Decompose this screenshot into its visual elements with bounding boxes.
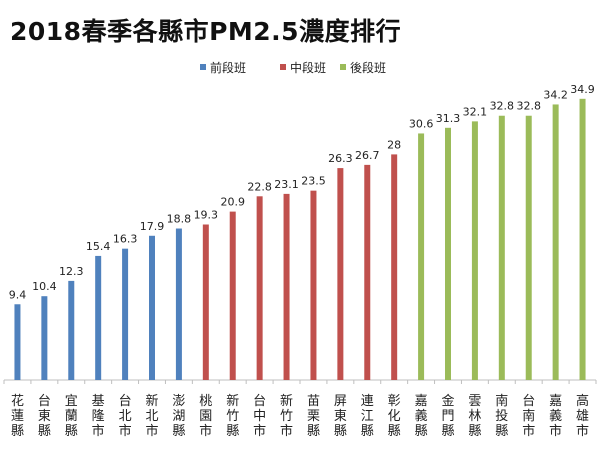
category-label-5: 台北市: [119, 394, 132, 439]
bar-22: [579, 98, 586, 380]
bar-4: [95, 255, 102, 380]
value-label-16: 30.6: [409, 117, 434, 130]
legend-swatch-2: [280, 64, 286, 70]
value-label-14: 26.7: [355, 149, 380, 162]
value-label-9: 20.9: [220, 196, 245, 209]
category-label-7: 澎湖縣: [172, 394, 185, 439]
category-label-13: 屏東縣: [334, 394, 347, 439]
bar-10: [256, 196, 263, 380]
bar-3: [68, 280, 75, 380]
value-label-4: 15.4: [86, 240, 111, 253]
category-label-12: 苗栗縣: [307, 394, 320, 439]
value-label-5: 16.3: [113, 233, 138, 246]
legend-label-2: 中段班: [290, 60, 326, 75]
value-label-18: 32.1: [463, 105, 488, 118]
value-label-15: 28: [387, 138, 401, 151]
value-label-8: 19.3: [194, 208, 219, 221]
category-label-8: 桃園市: [199, 394, 212, 439]
bar-19: [498, 115, 505, 381]
category-label-3: 宜蘭縣: [65, 394, 78, 439]
value-label-22: 34.9: [570, 83, 595, 96]
bar-18: [471, 121, 478, 380]
bar-16: [418, 133, 425, 380]
value-label-21: 34.2: [543, 88, 568, 101]
legend-label-1: 前段班: [210, 60, 246, 75]
bar-20: [525, 115, 532, 381]
bar-6: [149, 235, 155, 380]
value-label-7: 18.8: [167, 213, 192, 226]
value-label-3: 12.3: [59, 265, 84, 278]
category-label-19: 南投縣: [495, 393, 508, 439]
bar-21: [552, 104, 559, 381]
bar-5: [122, 248, 129, 380]
value-label-6: 17.9: [140, 220, 165, 233]
category-label-21: 嘉義市: [549, 394, 562, 439]
value-label-20: 32.8: [516, 100, 541, 113]
value-label-12: 23.5: [301, 175, 326, 188]
category-label-20: 台南市: [522, 394, 535, 439]
bar-2: [41, 296, 48, 380]
category-label-16: 嘉義縣: [415, 394, 428, 439]
category-label-4: 基隆市: [92, 394, 105, 439]
bar-17: [445, 127, 451, 380]
category-label-6: 新北市: [145, 393, 158, 439]
bar-9: [229, 211, 236, 380]
bar-1: [14, 304, 21, 380]
category-label-14: 連江縣: [361, 394, 374, 439]
category-label-9: 新竹縣: [226, 393, 239, 439]
category-label-22: 高雄市: [576, 393, 589, 439]
legend-swatch-1: [200, 64, 206, 70]
legend-label-3: 後段班: [350, 60, 386, 75]
category-label-2: 台東縣: [38, 394, 51, 439]
category-label-15: 彰化縣: [388, 393, 401, 439]
value-label-13: 26.3: [328, 152, 353, 165]
chart-title: 2018春季各縣市PM2.5濃度排行: [10, 17, 402, 46]
value-label-10: 22.8: [247, 180, 272, 193]
bar-12: [310, 190, 317, 380]
value-label-1: 9.4: [9, 288, 27, 301]
bar-7: [175, 228, 182, 380]
category-label-10: 台中市: [253, 394, 266, 439]
bar-13: [337, 168, 344, 380]
bar-14: [364, 164, 371, 380]
value-label-2: 10.4: [32, 280, 57, 293]
category-label-11: 新竹市: [280, 393, 293, 439]
category-label-18: 雲林縣: [468, 394, 481, 439]
bar-11: [283, 193, 290, 380]
value-label-17: 31.3: [436, 112, 461, 125]
legend-swatch-3: [340, 64, 346, 70]
bar-15: [391, 154, 398, 380]
category-label-1: 花蓮縣: [11, 393, 24, 439]
bar-8: [202, 224, 209, 380]
value-label-11: 23.1: [274, 178, 299, 191]
category-label-17: 金門縣: [441, 393, 454, 439]
value-label-19: 32.8: [490, 100, 515, 113]
